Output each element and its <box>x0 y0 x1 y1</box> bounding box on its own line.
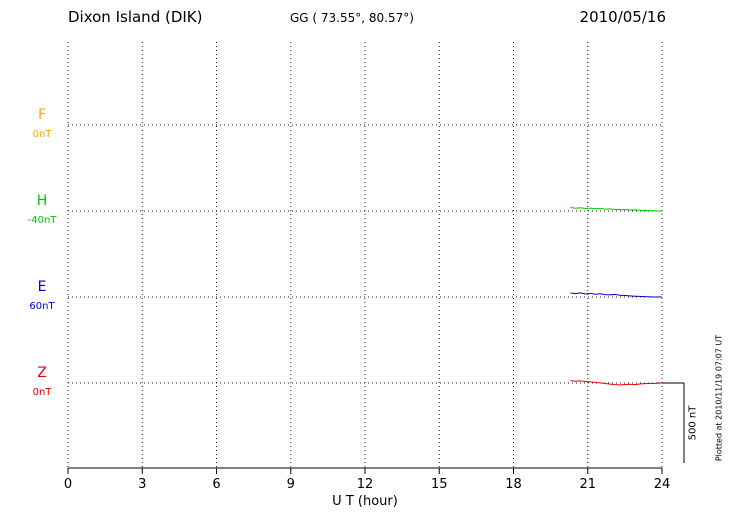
station-coordinates: GG ( 73.55°, 80.57°) <box>290 11 414 25</box>
svg-text:12: 12 <box>357 477 374 492</box>
channel-label-e: E 60nT <box>16 279 68 313</box>
svg-text:21: 21 <box>579 477 596 492</box>
channel-label-h: H -40nT <box>16 193 68 227</box>
channel-letter-e: E <box>37 279 47 295</box>
x-axis-label: U T (hour) <box>332 494 398 509</box>
plot-date: 2010/05/16 <box>579 8 666 26</box>
svg-text:9: 9 <box>287 477 295 492</box>
svg-text:0: 0 <box>64 477 72 492</box>
svg-text:15: 15 <box>431 477 448 492</box>
channel-baseline-z: 0nT <box>32 387 52 398</box>
svg-text:24: 24 <box>654 477 671 492</box>
svg-text:18: 18 <box>505 477 522 492</box>
svg-text:3: 3 <box>138 477 146 492</box>
channel-baseline-f: 0nT <box>32 129 52 140</box>
channel-label-z: Z 0nT <box>16 365 68 399</box>
channel-letter-h: H <box>36 193 48 209</box>
scale-bar-label: 500 nT <box>687 405 699 441</box>
channel-letter-f: F <box>37 107 47 123</box>
channel-baseline-h: -40nT <box>27 215 57 226</box>
channel-label-f: F 0nT <box>16 107 68 141</box>
plotted-timestamp: Plotted at 2010/11/19 07:07 UT <box>714 334 724 462</box>
svg-text:6: 6 <box>212 477 220 492</box>
station-title: Dixon Island (DIK) <box>68 8 203 26</box>
channel-letter-z: Z <box>37 365 47 381</box>
channel-baseline-e: 60nT <box>29 301 55 312</box>
